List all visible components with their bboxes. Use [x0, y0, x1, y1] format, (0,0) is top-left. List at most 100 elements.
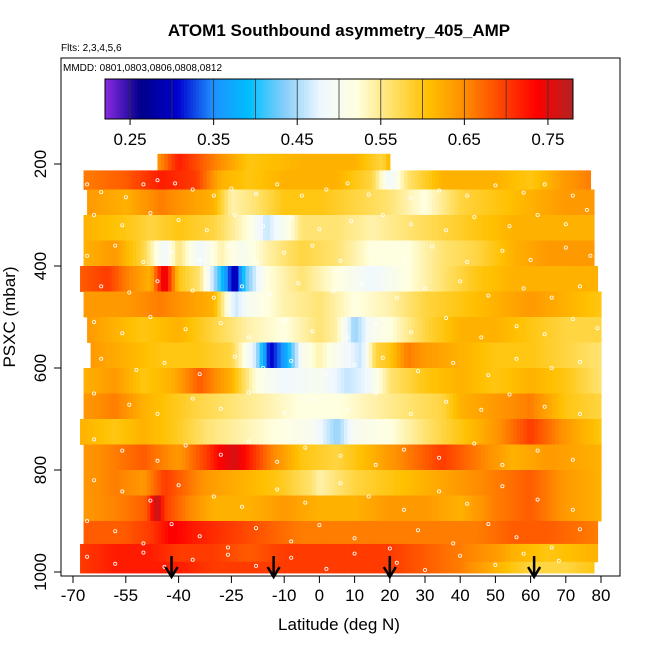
heatmap-cell — [523, 170, 528, 190]
heatmap-cell — [83, 543, 88, 563]
heatmap-cell — [449, 561, 454, 574]
sample-point — [415, 528, 420, 533]
heatmap-cell — [206, 240, 211, 267]
heatmap-cell — [382, 470, 387, 496]
heatmap-cell — [435, 543, 440, 563]
heatmap-cell — [432, 266, 437, 292]
sample-point — [373, 391, 378, 396]
heatmap-cell — [382, 215, 387, 241]
heatmap-cell — [284, 240, 289, 267]
heatmap-cell — [432, 215, 437, 241]
heatmap-cell — [509, 215, 514, 241]
heatmap-cell — [484, 291, 489, 318]
heatmap-cell — [375, 561, 380, 574]
heatmap-cell — [87, 543, 92, 563]
heatmap-cell — [259, 342, 264, 369]
heatmap-cell — [368, 189, 373, 216]
heatmap-cell — [153, 342, 159, 369]
heatmap-cell — [534, 317, 539, 343]
heatmap-cell — [393, 495, 398, 522]
heatmap-cell — [277, 189, 282, 216]
heatmap-cell — [192, 291, 197, 318]
heatmap-cell — [227, 419, 232, 445]
heatmap-cell — [203, 266, 208, 292]
colorbar-swatch — [262, 79, 267, 119]
heatmap-cell — [263, 240, 268, 267]
heatmap-cell — [463, 170, 468, 190]
heatmap-cell — [456, 240, 461, 267]
heatmap-cell — [449, 266, 454, 292]
colorbar-swatch — [426, 79, 431, 119]
colorbar-swatch — [546, 79, 551, 119]
sample-point — [437, 188, 442, 193]
heatmap-cell — [481, 521, 486, 545]
heatmap-cell — [477, 317, 482, 343]
heatmap-cell — [224, 170, 229, 190]
heatmap-cell — [400, 317, 405, 343]
heatmap-cell — [259, 189, 264, 216]
heatmap-cell — [477, 470, 482, 496]
heatmap-cell — [157, 419, 162, 445]
heatmap-cell — [157, 170, 162, 190]
heatmap-cell — [523, 342, 528, 369]
heatmap-cell — [129, 419, 134, 445]
heatmap-cell — [125, 495, 130, 522]
heatmap-cell — [491, 189, 496, 216]
heatmap-cell — [375, 495, 380, 522]
heatmap-cell — [365, 215, 370, 241]
heatmap-cell — [234, 393, 240, 420]
heatmap-cell — [551, 368, 556, 394]
heatmap-cell — [153, 495, 159, 522]
heatmap-cell — [224, 291, 229, 318]
heatmap-cell — [259, 215, 264, 241]
heatmap-cell — [83, 521, 88, 545]
heatmap-cell — [516, 342, 521, 369]
heatmap-cell — [509, 521, 514, 545]
heatmap-cell — [231, 495, 236, 522]
heatmap-cell — [523, 495, 528, 522]
heatmap-cell — [498, 521, 504, 545]
heatmap-cell — [491, 240, 496, 267]
heatmap-cell — [182, 521, 187, 545]
heatmap-cell — [108, 521, 113, 545]
heatmap-cell — [358, 240, 363, 267]
heatmap-cell — [439, 444, 444, 471]
heatmap-cell — [206, 368, 211, 394]
heatmap-cell — [196, 393, 201, 420]
heatmap-cell — [234, 170, 240, 190]
heatmap-cell — [287, 368, 292, 394]
heatmap-cell — [351, 317, 356, 343]
heatmap-cell — [414, 495, 419, 522]
heatmap-cell — [403, 240, 408, 267]
heatmap-cell — [245, 419, 250, 445]
heatmap-cell — [298, 393, 303, 420]
heatmap-cell — [432, 189, 437, 216]
heatmap-cell — [150, 215, 155, 241]
heatmap-cell — [139, 561, 144, 574]
heatmap-cell — [301, 240, 306, 267]
heatmap-cell — [189, 189, 194, 216]
heatmap-cell — [203, 291, 208, 318]
heatmap-cell — [386, 419, 391, 445]
heatmap-cell — [425, 317, 430, 343]
heatmap-cell — [372, 153, 377, 171]
heatmap-cell — [534, 170, 539, 190]
heatmap-cell — [319, 266, 324, 292]
sample-point — [148, 314, 153, 319]
heatmap-cell — [579, 215, 584, 241]
heatmap-cell — [407, 215, 412, 241]
heatmap-cell — [210, 543, 215, 563]
heatmap-cell — [403, 561, 408, 574]
heatmap-cell — [322, 393, 328, 420]
heatmap-cell — [403, 189, 408, 216]
heatmap-cell — [527, 240, 532, 267]
heatmap-row-825 — [83, 470, 602, 496]
heatmap-cell — [365, 495, 370, 522]
heatmap-cell — [287, 470, 292, 496]
heatmap-cell — [192, 561, 197, 574]
heatmap-cell — [358, 368, 363, 394]
heatmap-cell — [421, 291, 426, 318]
heatmap-cell — [210, 419, 215, 445]
heatmap-cell — [425, 444, 430, 471]
sample-point — [123, 195, 128, 200]
